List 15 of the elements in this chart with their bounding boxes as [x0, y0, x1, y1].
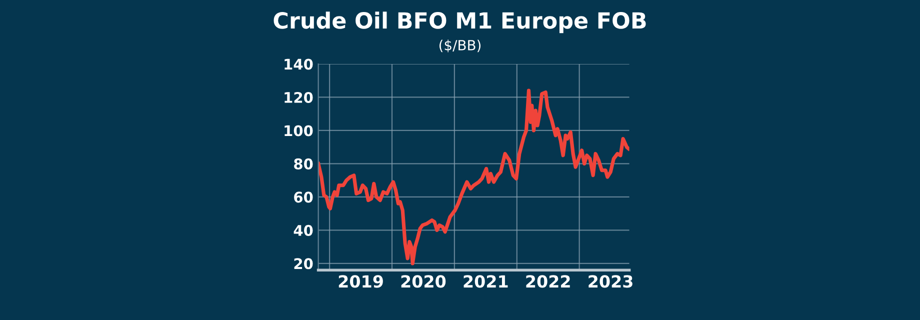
y-tick-label: 40 [294, 224, 313, 236]
line-series [318, 88, 630, 266]
y-tick-label: 60 [294, 192, 313, 203]
chart-title: Crude Oil BFO M1 Europe FOB [274, 12, 646, 34]
x-tick-label: 2023 [588, 275, 632, 288]
x-tick-label: 2022 [526, 275, 570, 288]
x-tick-label: 2021 [464, 275, 508, 288]
x-tick-label: 2019 [338, 275, 383, 288]
y-tick-label: 20 [294, 258, 313, 270]
y-tick-label: 140 [284, 58, 313, 70]
chart-subtitle: ($/BB) [439, 40, 481, 52]
y-tick-label: 120 [284, 92, 313, 103]
x-tick-label: 2020 [401, 275, 446, 288]
y-tick-label: 100 [284, 125, 313, 136]
y-tick-label: 80 [294, 158, 313, 170]
